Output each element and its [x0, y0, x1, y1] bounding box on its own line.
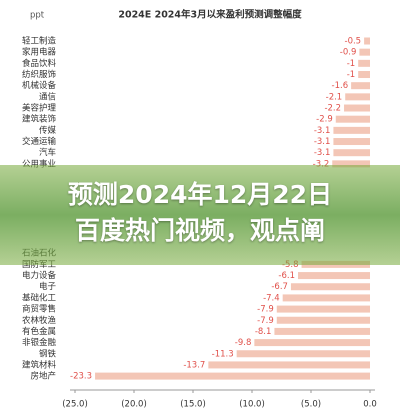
bar	[333, 149, 370, 157]
category-label: 食品饮料	[22, 58, 57, 69]
value-label: -1	[347, 70, 355, 80]
value-label: -0.9	[340, 48, 357, 58]
bar	[359, 48, 370, 56]
bar	[335, 115, 370, 123]
value-label: -6.7	[271, 282, 288, 292]
x-tick-label: (15.0)	[180, 400, 206, 410]
category-label: 传媒	[39, 125, 57, 136]
value-label: -9.8	[235, 338, 252, 348]
value-label: -7.4	[263, 293, 280, 303]
bar	[254, 339, 370, 347]
value-label: -23.3	[70, 372, 92, 382]
category-label: 建筑装饰	[22, 114, 57, 125]
category-label: 非银金融	[22, 337, 57, 348]
category-label: 商贸零售	[22, 304, 56, 315]
x-tick-label: (10.0)	[239, 400, 265, 410]
category-label: 美容护理	[22, 103, 57, 114]
value-label: -1.6	[332, 81, 349, 91]
category-label: 交通运输	[22, 136, 57, 147]
value-label: -0.5	[345, 37, 362, 47]
category-label: 有色金属	[22, 326, 56, 337]
bar	[208, 361, 370, 369]
category-label: 电力设备	[22, 270, 57, 281]
category-label: 建筑材料	[22, 359, 57, 370]
category-label: 电子	[39, 281, 57, 292]
category-label: 房地产	[30, 371, 56, 382]
x-tick-label: 0.0	[363, 400, 377, 410]
x-tick-label: (25.0)	[62, 400, 88, 410]
bar	[358, 59, 370, 67]
category-label: 通信	[39, 91, 57, 102]
category-label: 公用事业	[22, 158, 56, 169]
value-label: -11.3	[212, 349, 234, 359]
bar	[276, 305, 370, 313]
chart-title: 2024E 2024年3月以来盈利预测调整幅度	[118, 9, 302, 21]
value-label: -3.1	[314, 148, 331, 158]
bar	[332, 160, 370, 168]
value-label: -3.2	[313, 159, 330, 169]
banner-line: 百度热门视频，观点阐	[74, 216, 325, 245]
banner: 预测2024年12月22日 百度热门视频，观点阐	[0, 165, 400, 265]
value-label: -13.7	[183, 360, 205, 370]
bar	[351, 82, 370, 90]
category-label: 农林牧渔	[22, 315, 57, 326]
category-label: 汽车	[39, 147, 56, 158]
bar	[333, 138, 370, 146]
value-label: -2.2	[324, 104, 341, 114]
x-tick-label: (5.0)	[301, 400, 321, 410]
value-label: -3.1	[314, 126, 331, 136]
bar	[276, 316, 370, 324]
value-label: -7.9	[257, 316, 274, 326]
bar	[236, 350, 370, 358]
bar	[274, 327, 370, 335]
value-label: -1	[347, 59, 355, 69]
category-label: 钢铁	[39, 348, 57, 359]
bar	[290, 283, 370, 291]
category-label: 基础化工	[22, 292, 57, 303]
banner-line: 预测2024年12月22日	[67, 180, 333, 209]
value-label: -2.1	[326, 92, 343, 102]
category-label: 机械设备	[22, 80, 57, 91]
bar	[282, 294, 370, 302]
value-label: -7.9	[257, 305, 274, 315]
bar	[344, 104, 370, 112]
unit-label: ppt	[30, 11, 45, 21]
value-label: -8.1	[255, 327, 272, 337]
bar	[358, 71, 370, 79]
bar	[298, 272, 370, 280]
bar	[364, 37, 370, 45]
value-label: -2.9	[316, 115, 333, 125]
category-label: 家用电器	[22, 47, 57, 58]
bar	[95, 372, 370, 380]
category-label: 轻工制造	[22, 36, 57, 47]
bar	[333, 126, 370, 134]
bar	[345, 93, 370, 101]
value-label: -3.1	[314, 137, 331, 147]
value-label: -6.1	[278, 271, 295, 281]
category-label: 纺织服饰	[22, 69, 57, 80]
x-tick-label: (20.0)	[121, 400, 147, 410]
